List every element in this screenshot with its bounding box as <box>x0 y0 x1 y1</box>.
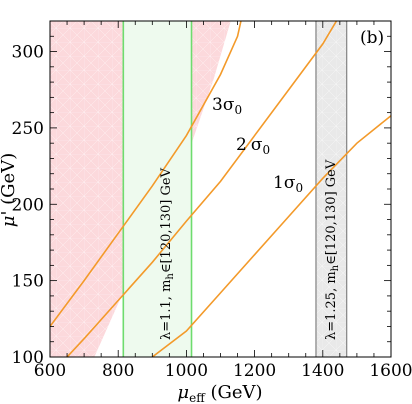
y-tick-label: 100 <box>12 348 44 368</box>
x-tick-label: 1400 <box>301 361 344 381</box>
green-band-label: λ=1.1, mh∈[120,130] GeV <box>159 167 176 340</box>
x-tick-label: 800 <box>102 361 134 381</box>
y-axis-title: μ' (GeV) <box>0 153 19 227</box>
plot-area <box>50 21 391 357</box>
curve-label-3sigma: 3σ0 <box>212 95 242 117</box>
y-tick-label: 200 <box>12 195 44 215</box>
curve-3sigma <box>50 21 242 327</box>
green-band <box>123 21 192 357</box>
sigma-curves <box>50 21 391 357</box>
y-tick-label: 300 <box>12 43 44 63</box>
x-tick-label: 1000 <box>165 361 208 381</box>
panel-label: (b) <box>360 28 384 48</box>
x-axis-title: μeff (GeV) <box>177 382 262 404</box>
axis-ticks <box>49 20 392 358</box>
x-tick-label: 1600 <box>369 361 412 381</box>
x-tick-label: 1200 <box>233 361 276 381</box>
gray-band-mesh <box>315 21 347 357</box>
curve-label-2sigma: 2 σ0 <box>236 135 270 157</box>
curve-label-1sigma: 1σ0 <box>273 173 303 195</box>
gray-band-label: λ=1.25, mh∈[120,130] GeV <box>324 159 341 340</box>
curve-1sigma <box>151 115 391 357</box>
y-tick-label: 250 <box>12 119 44 139</box>
tick-labels: 600 800 1000 1200 1400 1600 100 150 200 250 300 <box>12 43 412 381</box>
y-tick-label: 150 <box>12 272 44 292</box>
x-tick-label: 600 <box>34 361 66 381</box>
curve-2sigma <box>66 21 338 357</box>
